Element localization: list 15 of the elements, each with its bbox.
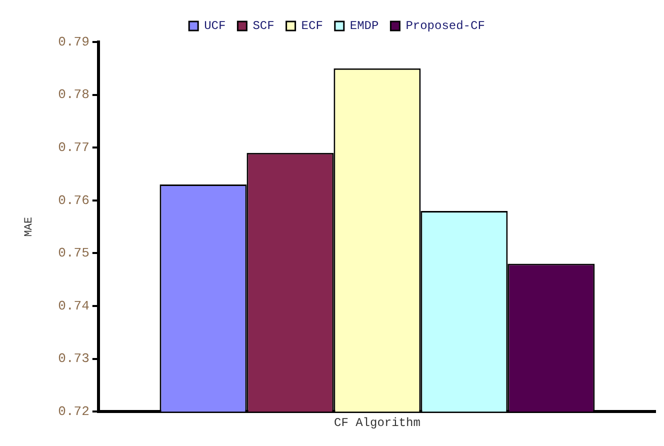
y-tick-label: 0.72: [58, 404, 90, 420]
y-axis-title: MAE: [24, 216, 36, 237]
y-tick-label: 0.78: [58, 87, 90, 102]
y-tick-label: 0.79: [58, 34, 90, 50]
legend-label: ECF: [301, 19, 323, 34]
x-axis-title: CF Algorithm: [334, 416, 420, 430]
y-tick-label: 0.73: [58, 351, 90, 366]
legend-label: EMDP: [350, 19, 379, 34]
y-tick-label: 0.74: [58, 298, 90, 314]
legend-label: Proposed-CF: [406, 19, 485, 34]
y-tick-label: 0.76: [58, 192, 90, 208]
y-tick-label: 0.77: [58, 140, 90, 156]
legend-label: UCF: [204, 19, 226, 34]
y-tick-label: 0.75: [58, 246, 90, 261]
legend-label: SCF: [252, 19, 274, 34]
